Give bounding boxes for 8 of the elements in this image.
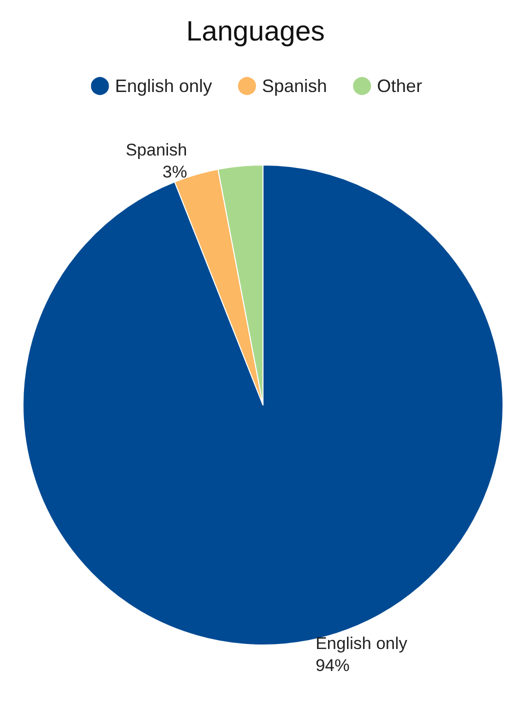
slice-label: English only xyxy=(316,634,408,653)
legend-label: English only xyxy=(114,76,212,96)
chart-title: Languages xyxy=(186,16,325,46)
legend-label: Other xyxy=(377,76,422,96)
slice-label: Spanish xyxy=(126,140,188,160)
data-label: 94% xyxy=(316,656,350,675)
legend-label: Spanish xyxy=(262,76,328,96)
data-label: 3% xyxy=(162,162,188,182)
